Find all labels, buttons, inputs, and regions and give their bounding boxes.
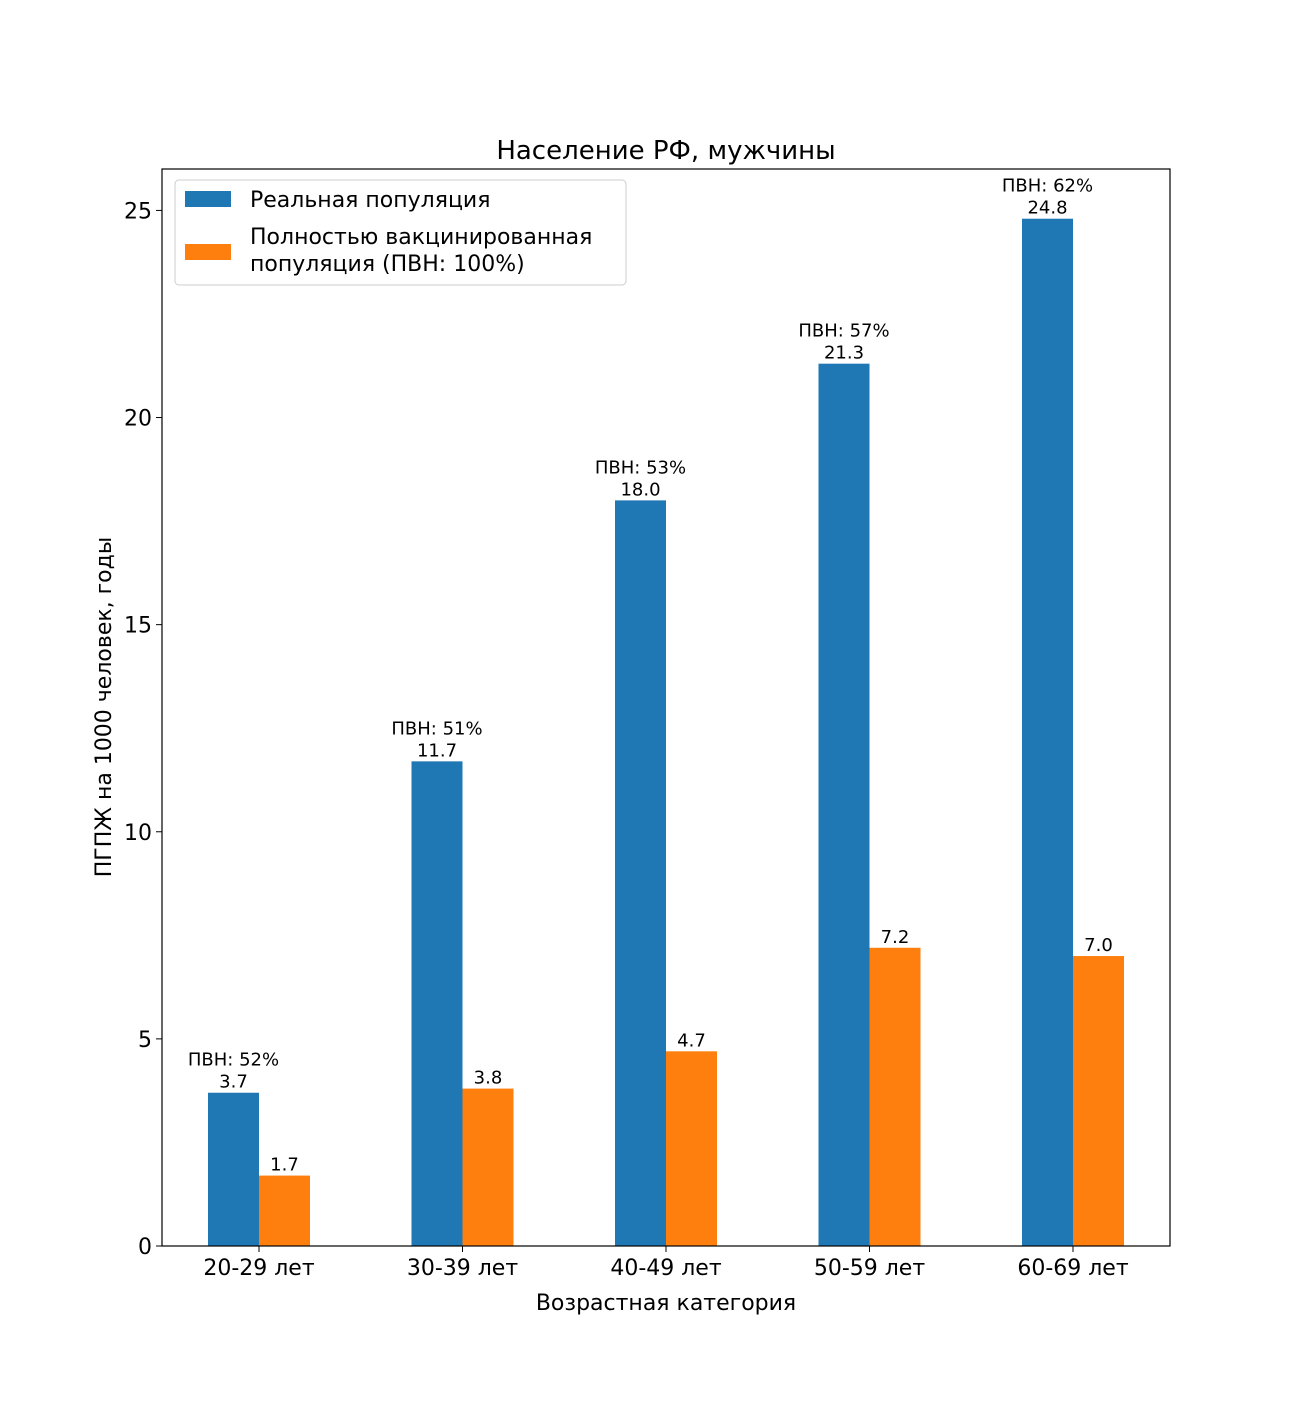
bar-value-label: 4.7 xyxy=(677,1030,706,1051)
legend-label-real: Реальная популяция xyxy=(250,188,490,213)
y-tick-label: 0 xyxy=(138,1235,152,1260)
bar-real-3 xyxy=(818,363,870,1246)
x-tick-label: 40-49 лет xyxy=(610,1256,722,1281)
y-tick-label: 10 xyxy=(124,821,152,846)
bar-real-0 xyxy=(208,1092,259,1246)
bar-real-2 xyxy=(615,500,666,1246)
bar-vaccinated-3 xyxy=(869,947,921,1246)
bar-annotation-label: ПВН: 53% xyxy=(595,457,686,478)
bar-value-label: 3.8 xyxy=(474,1068,503,1089)
bar-annotation-label: ПВН: 57% xyxy=(798,321,889,342)
y-tick-label: 15 xyxy=(124,614,152,639)
bar-value-label: 3.7 xyxy=(219,1072,248,1093)
x-tick-label: 60-69 лет xyxy=(1017,1256,1129,1281)
y-tick-label: 5 xyxy=(138,1028,152,1053)
bar-real-4 xyxy=(1022,218,1073,1247)
y-axis-label: ПГПЖ на 1000 человек, годы xyxy=(92,537,117,877)
x-tick-label: 20-29 лет xyxy=(203,1256,315,1281)
bar-vaccinated-0 xyxy=(259,1175,310,1246)
bar-vaccinated-1 xyxy=(462,1088,514,1246)
bar-value-label: 21.3 xyxy=(824,343,864,364)
legend-swatch-vaccinated xyxy=(185,244,231,260)
x-tick-label: 50-59 лет xyxy=(814,1256,926,1281)
chart-title: Население РФ, мужчины xyxy=(496,136,835,166)
legend: Реальная популяция Полностью вакцинирован… xyxy=(174,179,627,286)
bar-annotation-label: ПВН: 51% xyxy=(391,718,482,739)
legend-label-vaccinated: Полностью вакцинированная популяция (ПВН:… xyxy=(250,225,592,277)
y-tick-label: 25 xyxy=(124,199,152,224)
bar-value-label: 1.7 xyxy=(270,1155,299,1176)
bar-value-label: 11.7 xyxy=(417,740,457,761)
bar-value-label: 24.8 xyxy=(1027,198,1067,219)
legend-swatch-real xyxy=(185,191,231,207)
x-tick-label: 30-39 лет xyxy=(407,1256,519,1281)
x-axis-label: Возрастная категория xyxy=(536,1291,796,1316)
bar-value-label: 7.2 xyxy=(881,927,910,948)
y-tick-label: 20 xyxy=(124,407,152,432)
plot-frame xyxy=(161,168,1171,1247)
legend-frame xyxy=(174,179,627,286)
bar-vaccinated-4 xyxy=(1073,956,1124,1246)
bar-annotation-label: ПВН: 52% xyxy=(188,1050,279,1071)
bar-real-1 xyxy=(411,761,463,1246)
bar-vaccinated-2 xyxy=(666,1051,717,1246)
bar-annotation-label: ПВН: 62% xyxy=(1002,176,1093,197)
bar-value-label: 18.0 xyxy=(620,479,660,500)
bar-value-label: 7.0 xyxy=(1084,935,1113,956)
